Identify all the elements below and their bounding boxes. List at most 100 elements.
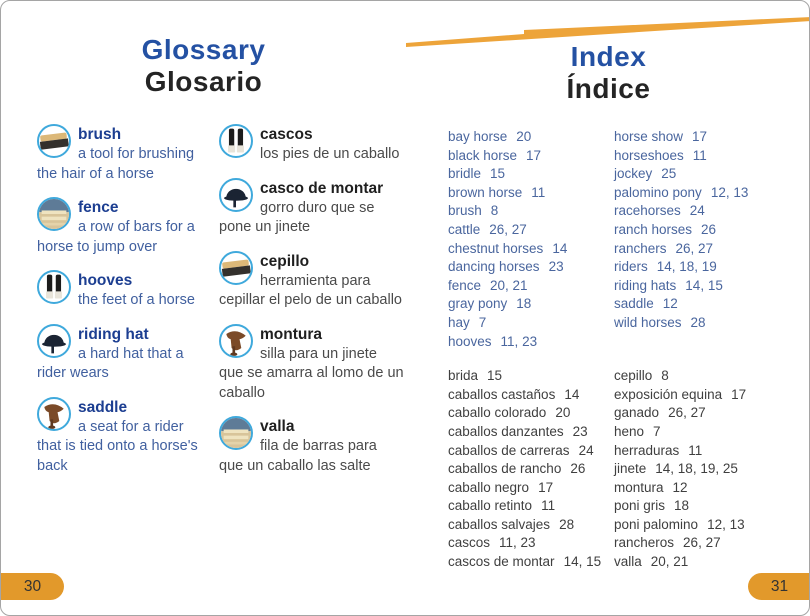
glossary-entry: brush a tool for brushing the hair of a … [37, 124, 205, 184]
glossary-definition: a tool for brushing the hair of a horse [37, 146, 195, 182]
index-pages: 12 [672, 479, 688, 495]
index-pages: 17 [731, 386, 747, 402]
index-term: black horse [448, 147, 518, 163]
index-pages: 26, 27 [683, 535, 721, 551]
glossary-entry: cascos los pies de un caballo [219, 124, 405, 165]
glossary-definition: los pies de un caballo [260, 146, 400, 162]
index-pages: 15 [487, 368, 503, 384]
glossary-definition: a hard hat that a rider wears [37, 345, 184, 382]
index-entry: caballos castaños 14 [448, 386, 614, 405]
index-pages: 24 [578, 442, 594, 458]
index-pages: 23 [572, 423, 588, 439]
index-term: palomino pony [614, 184, 702, 200]
index-entry: ranch horses 26 [614, 221, 804, 240]
index-entry: riders 14, 18, 19 [614, 258, 804, 277]
fence-icon [37, 197, 71, 231]
index-title-en: Index [570, 41, 647, 72]
orange-swoosh-decoration [406, 17, 809, 47]
index-entry: caballos de rancho 26 [448, 460, 614, 479]
index-pages: 14 [552, 240, 568, 256]
index-pages: 20 [555, 405, 571, 421]
index-pages: 14, 15 [685, 277, 723, 293]
index-spanish-column-2: cepillo 8 exposición equina 17 ganado 26, 27 h… [614, 367, 804, 572]
index-term: bridle [448, 166, 482, 182]
index-pages: 12, 13 [707, 516, 745, 532]
glossary-term: valla [260, 418, 295, 435]
glossary-entry: riding hat a hard hat that a rider wears [37, 323, 205, 384]
index-term: caballos danzantes [448, 423, 564, 439]
index-term: exposición equina [614, 386, 723, 402]
index-entry: caballos danzantes 23 [448, 423, 614, 442]
index-pages: 17 [538, 479, 554, 495]
glossary-term: cascos [260, 126, 313, 143]
index-entry: montura 12 [614, 479, 804, 498]
index-entry: poni gris 18 [614, 497, 804, 516]
index-term: caballo colorado [448, 405, 547, 421]
index-pages: 25 [661, 166, 677, 182]
index-entry: caballo negro 17 [448, 479, 614, 498]
glossary-title-en: Glossary [141, 34, 266, 65]
index-entry: palomino pony 12, 13 [614, 184, 804, 203]
index-entry: caballo retinto 11 [448, 497, 614, 516]
hooves-icon [37, 270, 71, 304]
index-pages: 11, 23 [499, 535, 536, 551]
index-term: saddle [614, 296, 654, 312]
index-entry: caballos salvajes 28 [448, 516, 614, 535]
brush-icon [219, 250, 253, 285]
index-term: cepillo [614, 368, 653, 384]
index-spanish-column-1: brida 15 caballos castaños 14 caballo colora… [448, 367, 614, 572]
page-number: 30 [23, 577, 42, 595]
index-entry: horseshoes 11 [614, 147, 804, 166]
glossary-term: cepillo [260, 252, 310, 270]
index-term: jinete [614, 461, 647, 477]
glossary-entry: valla fila de barras para que un caballo… [219, 416, 405, 476]
index-pages: 28 [690, 314, 706, 330]
index-term: chestnut horses [448, 240, 544, 256]
index-english-column-2: horse show 17 horseshoes 11 jockey 25 palomino… [614, 128, 804, 351]
index-pages: 14, 15 [563, 554, 602, 570]
glossary-term: saddle [78, 398, 128, 416]
index-entry: bay horse 20 [448, 128, 614, 147]
index-pages: 26, 27 [668, 405, 706, 421]
glossary-definition: fila de barras para que un caballo las s… [219, 438, 377, 474]
saddle-icon [37, 396, 71, 431]
glossary-title-es: Glosario [144, 66, 263, 97]
glossary-term: montura [260, 325, 322, 343]
index-term: hay [448, 314, 470, 330]
glossary-entry: hooves the feet of a horse [37, 270, 205, 311]
glossary-term: fence [78, 199, 119, 216]
index-entry: dancing horses 23 [448, 258, 614, 277]
index-pages: 11 [688, 442, 703, 458]
hooves-icon [219, 124, 253, 158]
riding-hat-icon [37, 323, 71, 358]
page-number: 31 [770, 577, 789, 595]
index-entry: jinete 14, 18, 19, 25 [614, 460, 804, 479]
index-term: dancing horses [448, 259, 540, 275]
index-entry: cepillo 8 [614, 367, 804, 386]
index-pages: 14, 18, 19, 25 [655, 461, 738, 477]
index-entry: racehorses 24 [614, 202, 804, 221]
index-pages: 11, 23 [500, 333, 538, 349]
index-pages: 17 [526, 147, 542, 163]
index-entry: caballos de carreras 24 [448, 442, 614, 461]
index-entry: cascos 11, 23 [448, 534, 614, 553]
index-entry: chestnut horses 14 [448, 240, 614, 259]
index-title-es: Índice [566, 73, 651, 104]
glossary-definition: gorro duro que se pone un jinete [219, 199, 375, 236]
index-pages: 24 [689, 203, 705, 219]
index-pages: 26, 27 [675, 240, 714, 256]
index-pages: 26, 27 [489, 221, 527, 237]
index-pages: 7 [478, 314, 487, 330]
index-term: ganado [614, 405, 660, 421]
index-term: rancheros [614, 535, 675, 551]
glossary-definition: herramienta para cepillar el pelo de un … [219, 272, 402, 309]
index-term: caballos castaños [448, 386, 556, 402]
index-pages: 12 [662, 296, 678, 312]
index-entry: valla 20, 21 [614, 553, 804, 572]
index-entry: rancheros 26, 27 [614, 534, 804, 553]
index-entry: hay 7 [448, 314, 614, 333]
page-number-tab: 30 [1, 573, 64, 600]
index-entry: cascos de montar 14, 15 [448, 553, 614, 572]
index-pages: 14 [564, 386, 580, 402]
page-number-tab: 31 [748, 573, 809, 600]
